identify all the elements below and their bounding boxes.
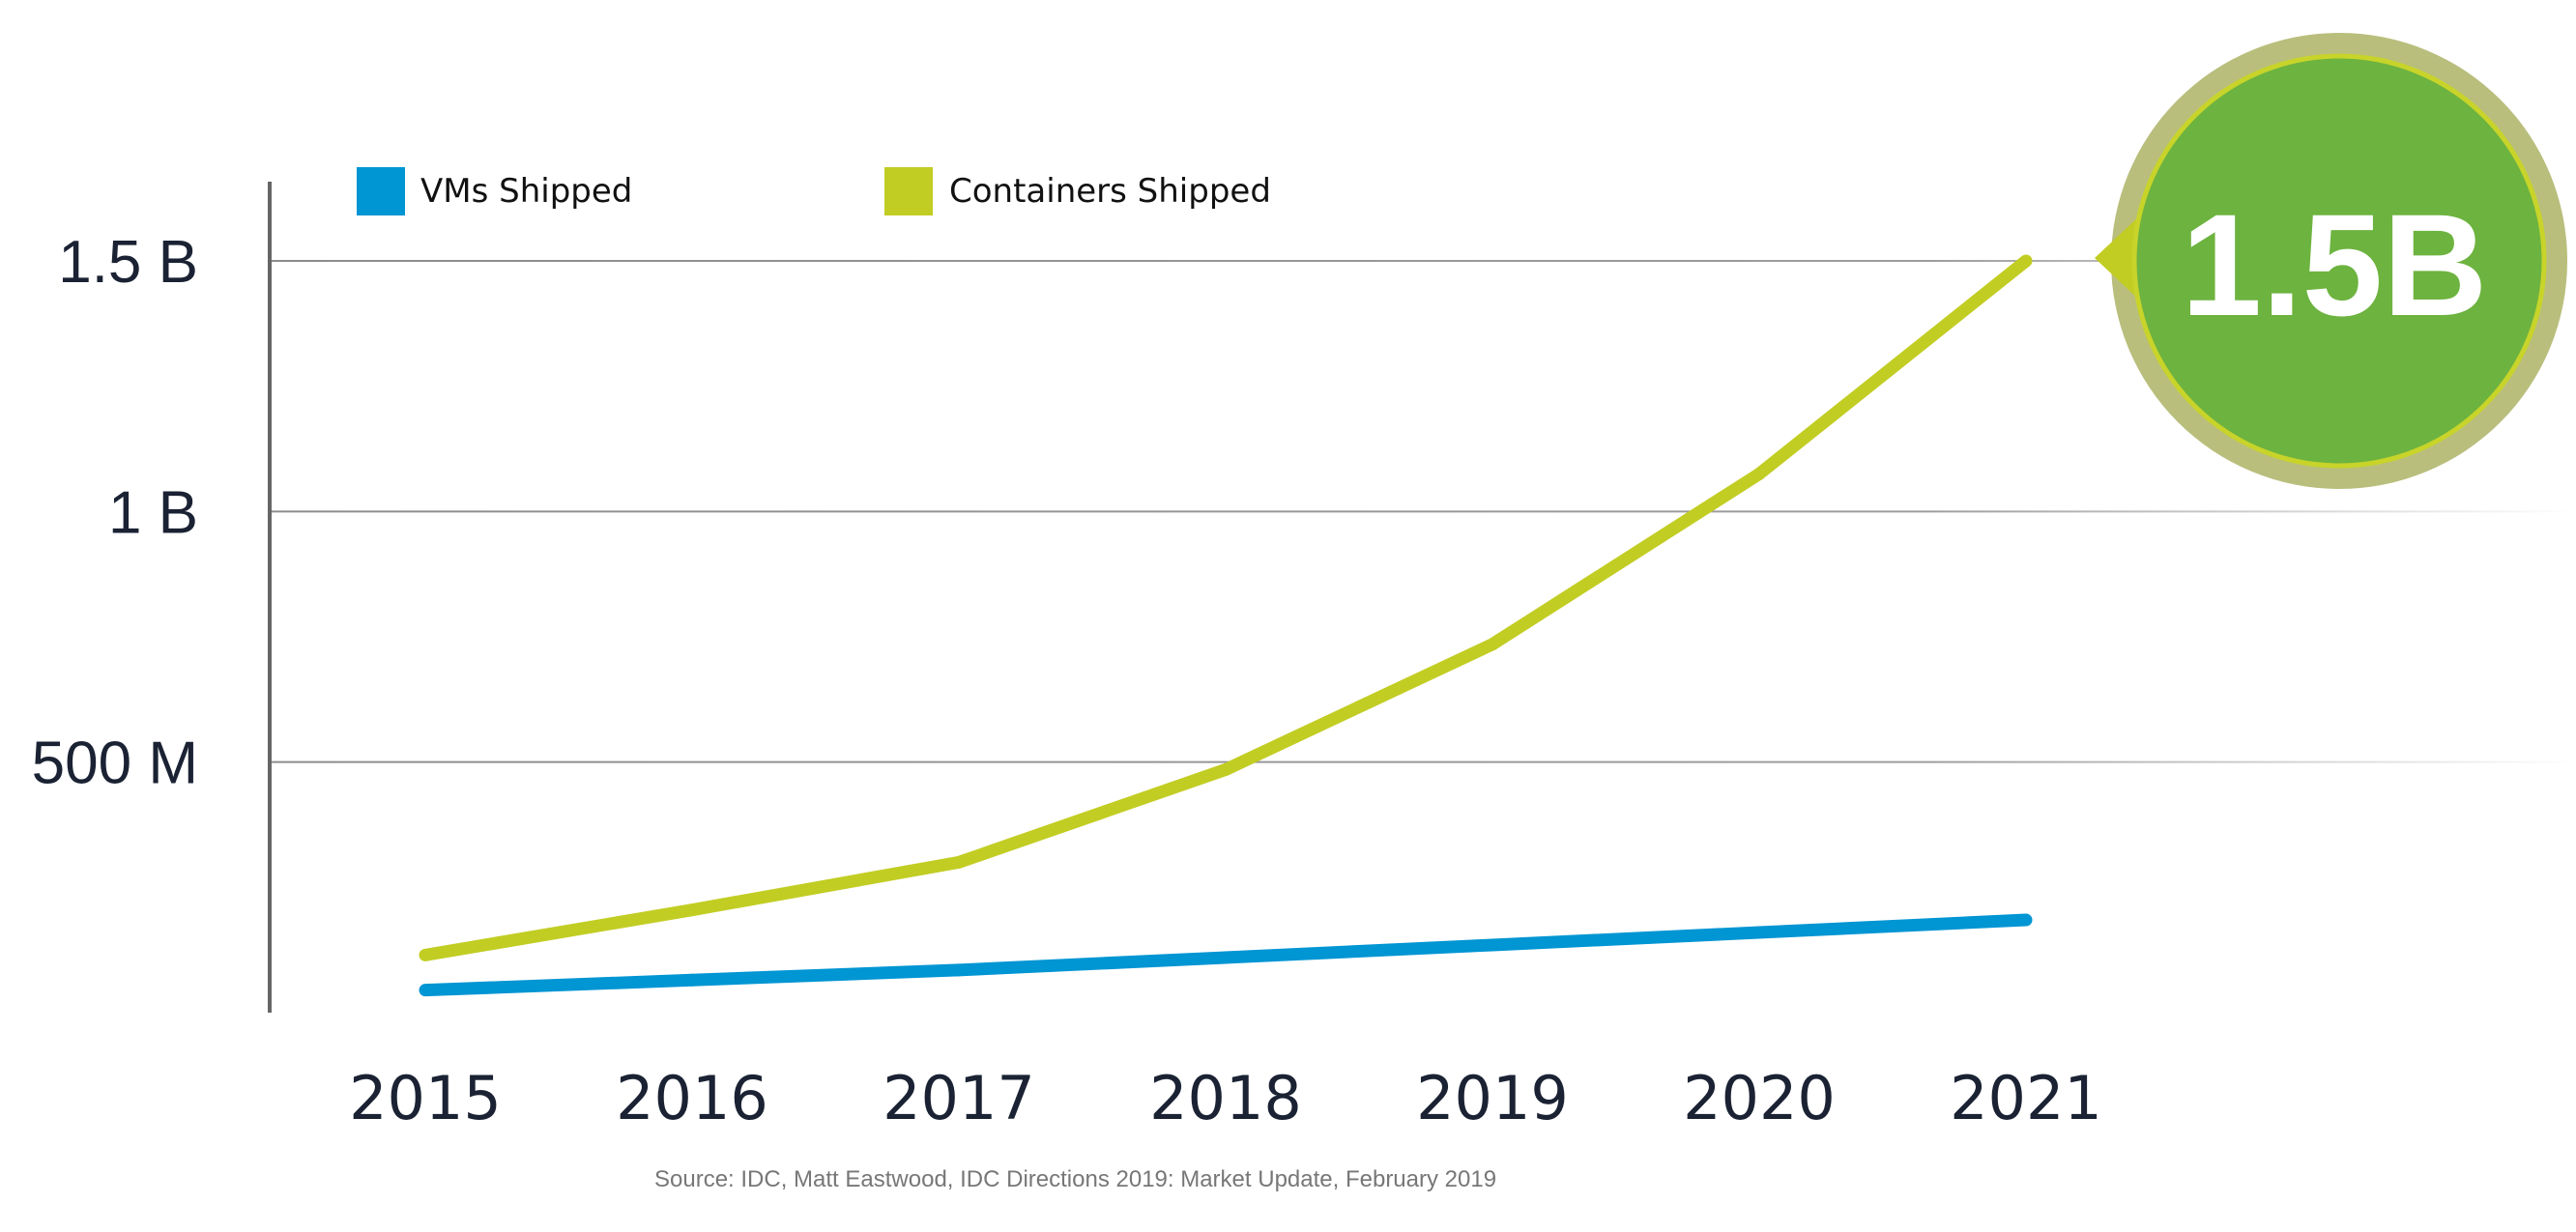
y-tick-label: 1.5 B [58, 229, 198, 296]
legend-label-containers: Containers Shipped [949, 172, 1271, 211]
data-point [952, 855, 966, 869]
y-tick-label: 1 B [108, 479, 198, 546]
data-point [1219, 762, 1232, 776]
callout-circle [2131, 53, 2547, 469]
data-point [1752, 926, 1766, 939]
legend-swatch-vms [357, 167, 405, 215]
y-axis-tick-labels: 500 M 1 B 1.5 B [32, 229, 198, 797]
x-tick-label: 2017 [883, 1063, 1035, 1133]
series-lines [419, 254, 2033, 997]
x-tick-label: 2015 [349, 1063, 502, 1133]
data-point [1219, 951, 1232, 964]
data-point [419, 984, 432, 997]
legend-item-vms: VMs Shipped [357, 167, 632, 215]
data-point [1486, 638, 1499, 651]
legend-label-vms: VMs Shipped [420, 172, 632, 211]
x-tick-label: 2021 [1950, 1063, 2102, 1133]
data-point [2019, 913, 2033, 927]
callout-value: 1.5B [2182, 184, 2488, 346]
x-tick-label: 2019 [1416, 1063, 1569, 1133]
y-tick-label: 500 M [32, 731, 198, 797]
data-point [2019, 254, 2033, 268]
callout-pointer [2095, 215, 2141, 301]
x-tick-label: 2020 [1683, 1063, 1836, 1133]
data-point [685, 903, 699, 917]
x-tick-label: 2016 [616, 1063, 768, 1133]
data-point [1486, 938, 1499, 952]
source-note: Source: IDC, Matt Eastwood, IDC Directio… [654, 1166, 1496, 1192]
data-point [419, 948, 432, 961]
legend-swatch-containers [884, 167, 933, 215]
x-axis-tick-labels: 2015 2016 2017 2018 2019 2020 2021 [349, 1063, 2102, 1133]
series-line-1 [423, 255, 2031, 961]
x-tick-label: 2018 [1149, 1063, 1302, 1133]
callout-badge: 1.5B [2095, 33, 2567, 489]
legend: VMs Shipped Containers Shipped [357, 167, 1271, 215]
data-point [1752, 467, 1766, 480]
data-point [685, 973, 699, 987]
legend-item-containers: Containers Shipped [884, 167, 1271, 215]
data-point [952, 963, 966, 977]
